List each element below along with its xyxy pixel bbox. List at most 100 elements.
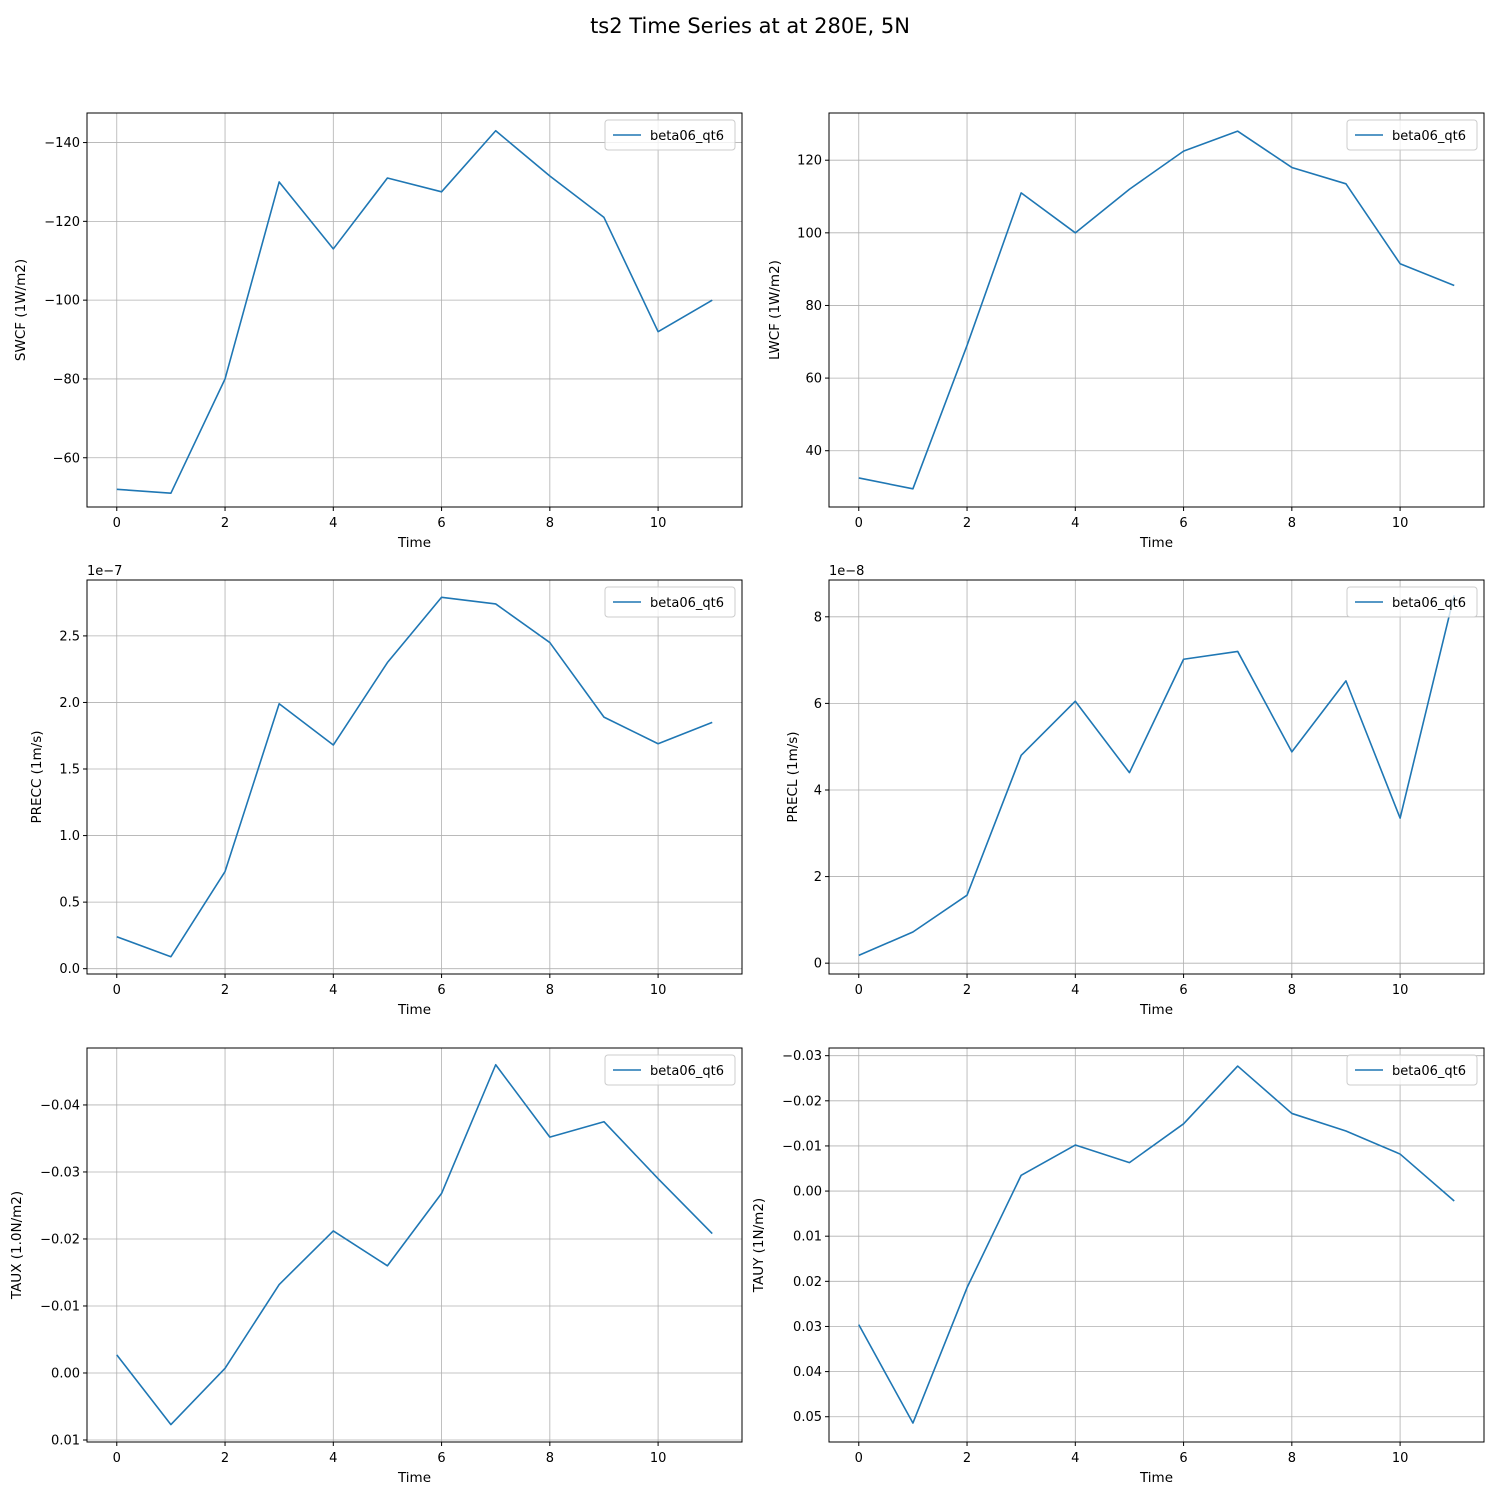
y-axis-label: PRECC (1m/s) — [29, 730, 45, 823]
y-tick-label: 4 — [814, 783, 822, 798]
x-tick-label: 2 — [963, 516, 971, 531]
x-tick-label: 6 — [437, 983, 445, 998]
legend-label: beta06_qt6 — [650, 596, 724, 611]
series-line — [858, 130, 1455, 490]
x-tick-label: 10 — [650, 1451, 667, 1466]
x-tick-label: 4 — [1071, 516, 1079, 531]
x-tick-label: 8 — [1288, 1451, 1296, 1466]
x-tick-label: 4 — [329, 983, 337, 998]
y-tick-label: 0 — [814, 957, 822, 972]
y-tick-label: −0.04 — [40, 1098, 80, 1113]
legend-label: beta06_qt6 — [1392, 1064, 1466, 1079]
x-tick-label: 8 — [1288, 983, 1296, 998]
legend-box — [604, 586, 736, 618]
x-tick-label: 4 — [329, 1451, 337, 1466]
x-tick-label: 8 — [546, 1451, 554, 1466]
series-line — [116, 129, 713, 495]
y-tick-label: −0.01 — [782, 1139, 822, 1154]
y-tick-label: 2.0 — [59, 696, 80, 711]
x-tick-label: 0 — [113, 983, 121, 998]
subplot-3: 0 2 4 6 8 10 0.0 0.5 1.0 1.5 2.0 2.5 1e−7 Time PRECC (… — [29, 564, 743, 1018]
y-tick-label: 1.5 — [59, 763, 80, 778]
x-tick-label: 10 — [1392, 983, 1409, 998]
legend-label: beta06_qt6 — [650, 129, 724, 144]
x-axis-label: Time — [1139, 1002, 1173, 1018]
y-tick-label: −0.02 — [40, 1232, 80, 1247]
legend-label: beta06_qt6 — [1392, 129, 1466, 144]
x-tick-label: 4 — [1071, 983, 1079, 998]
y-tick-label: 0.00 — [793, 1185, 822, 1200]
y-tick-label: 60 — [805, 372, 822, 387]
y-tick-label: 40 — [805, 444, 822, 459]
x-tick-label: 0 — [855, 1451, 863, 1466]
y-tick-label: −0.01 — [40, 1299, 80, 1314]
legend-box — [1346, 119, 1478, 151]
y-tick-label: 0.01 — [51, 1433, 80, 1448]
x-axis-label: Time — [1139, 535, 1173, 551]
y-tick-label: 80 — [805, 299, 822, 314]
legend-box — [1346, 1054, 1478, 1086]
series-line — [116, 596, 713, 958]
legend-label: beta06_qt6 — [1392, 596, 1466, 611]
subplot-4: 0 2 4 6 8 10 0 2 4 6 8 1e−8 Time PRECL (1m/s) beta06_q… — [785, 564, 1485, 1018]
x-tick-label: 0 — [113, 1451, 121, 1466]
axes-frame — [86, 112, 743, 508]
legend: beta06_qt6 — [1346, 1054, 1478, 1086]
subplot-2: 0 2 4 6 8 10 40 60 80 100 120 Time LWCF (1W/m2) beta0… — [767, 112, 1485, 551]
x-tick-label: 10 — [650, 516, 667, 531]
legend-label: beta06_qt6 — [650, 1064, 724, 1079]
x-tick-label: 6 — [437, 1451, 445, 1466]
series-line — [858, 1065, 1455, 1424]
legend: beta06_qt6 — [604, 586, 736, 618]
x-tick-label: 8 — [546, 983, 554, 998]
legend: beta06_qt6 — [604, 1054, 736, 1086]
legend: beta06_qt6 — [1346, 586, 1478, 618]
legend: beta06_qt6 — [604, 119, 736, 151]
x-tick-label: 6 — [1179, 983, 1187, 998]
x-tick-label: 4 — [1071, 1451, 1079, 1466]
y-axis-label: TAUY (1N/m2) — [751, 1198, 767, 1293]
y-tick-label: 2 — [814, 870, 822, 885]
axes-frame — [86, 1047, 743, 1443]
x-tick-label: 10 — [650, 983, 667, 998]
x-tick-label: 2 — [221, 516, 229, 531]
y-tick-label: −140 — [44, 136, 80, 151]
y-tick-label: 0.00 — [51, 1366, 80, 1381]
y-tick-label: 0.02 — [793, 1275, 822, 1290]
y-tick-label: −120 — [44, 215, 80, 230]
y-tick-label: −0.03 — [40, 1165, 80, 1180]
y-axis-label: TAUX (1.0N/m2) — [9, 1191, 25, 1300]
x-axis-label: Time — [397, 1002, 431, 1018]
x-tick-label: 6 — [1179, 516, 1187, 531]
y-tick-label: −0.03 — [782, 1049, 822, 1064]
y-tick-label: 0.01 — [793, 1230, 822, 1245]
y-offset-text: 1e−8 — [829, 564, 864, 579]
x-tick-label: 8 — [1288, 516, 1296, 531]
y-tick-label: 0.5 — [59, 896, 80, 911]
series-line — [116, 1063, 713, 1426]
subplot-6: 0 2 4 6 8 10 0.05 0.04 0.03 0.02 0.01 0.00 −0.01 −0.0… — [751, 1047, 1485, 1486]
legend-box — [1346, 586, 1478, 618]
x-tick-label: 4 — [329, 516, 337, 531]
x-tick-label: 10 — [1392, 1451, 1409, 1466]
x-axis-label: Time — [397, 1470, 431, 1486]
series-line — [858, 594, 1456, 957]
legend: beta06_qt6 — [1346, 119, 1478, 151]
subplot-5: 0 2 4 6 8 10 0.01 0.00 −0.01 −0.02 −0.03 −0.04 Time T… — [9, 1047, 743, 1486]
x-tick-label: 2 — [221, 983, 229, 998]
x-tick-label: 10 — [1392, 516, 1409, 531]
x-tick-label: 2 — [963, 1451, 971, 1466]
legend-box — [604, 119, 736, 151]
axes-frame — [828, 579, 1485, 975]
legend-box — [604, 1054, 736, 1086]
x-tick-label: 2 — [963, 983, 971, 998]
x-tick-label: 2 — [221, 1451, 229, 1466]
x-axis-label: Time — [1139, 1470, 1173, 1486]
subplot-1: 0 2 4 6 8 10 −60 −80 −100 −120 −140 Time SWCF (1W/m2… — [13, 112, 743, 551]
y-axis-label: PRECL (1m/s) — [785, 731, 801, 822]
x-tick-label: 0 — [113, 516, 121, 531]
y-tick-label: −80 — [53, 372, 80, 387]
y-tick-label: 0.0 — [59, 962, 80, 977]
axes-frame — [828, 1047, 1485, 1443]
